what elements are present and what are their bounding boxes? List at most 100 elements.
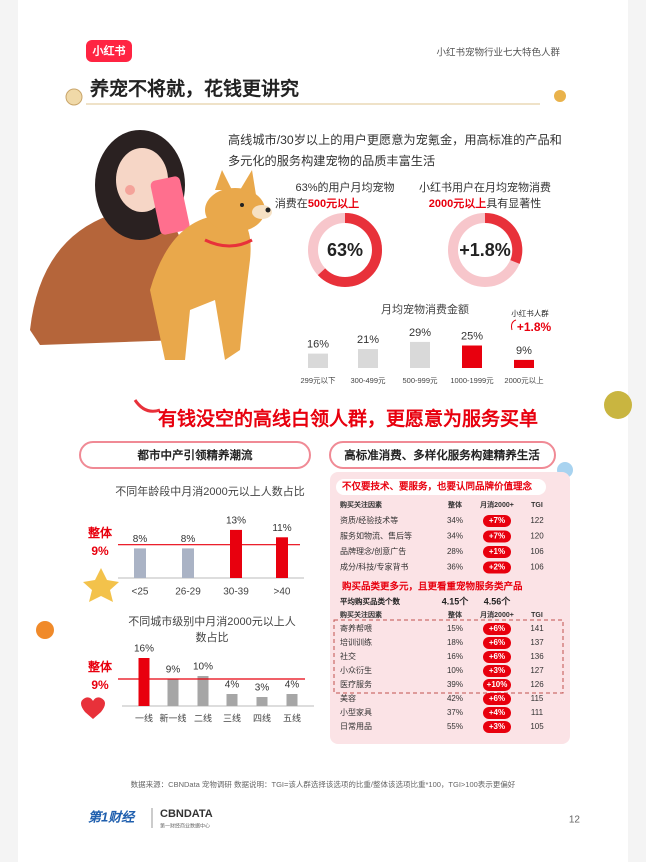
footer-logo: CBNDATA bbox=[160, 808, 213, 820]
delta-pill bbox=[483, 515, 511, 527]
delta-pill bbox=[483, 561, 511, 574]
table-cell: +10% bbox=[487, 680, 508, 689]
donut-arc bbox=[308, 213, 382, 287]
table-cell: 106 bbox=[530, 563, 544, 572]
highlight-box bbox=[333, 619, 564, 694]
table-cell: 34% bbox=[447, 532, 463, 541]
table-summary: 平均购买品类个数 bbox=[340, 596, 400, 606]
chart-title: 月均宠物消费金额 bbox=[381, 302, 469, 316]
logo-badge bbox=[86, 40, 132, 62]
stat-label: +1.8% bbox=[459, 240, 511, 260]
column-header: 购买关注因素 bbox=[340, 500, 382, 509]
table-cell: 培训训练 bbox=[340, 637, 372, 647]
table-cell: 28% bbox=[447, 547, 463, 556]
table-cell: 141 bbox=[530, 624, 544, 633]
delta-pill bbox=[483, 530, 511, 543]
delta-pill bbox=[483, 721, 511, 733]
table-cell: +4% bbox=[489, 708, 505, 717]
column-header: 整体 bbox=[447, 610, 463, 619]
column-header: 月消2000+ bbox=[479, 610, 514, 619]
category-label: 300-499元 bbox=[350, 376, 386, 385]
column-header: 整体 bbox=[447, 500, 463, 509]
value-label: 4% bbox=[285, 680, 300, 691]
logo: 小红书 bbox=[92, 43, 126, 57]
tab bbox=[329, 441, 556, 469]
yarn-ball bbox=[65, 88, 83, 106]
stat-text-part: 具有显著性 bbox=[486, 196, 541, 210]
reference-label: 整体 bbox=[87, 525, 113, 540]
footer-logo-sub: 第一财经商业数据中心 bbox=[160, 822, 210, 829]
stat-text: 63%的用户月均宠物 bbox=[295, 180, 394, 194]
table-cell: 18% bbox=[447, 638, 463, 647]
table-cell: +6% bbox=[489, 652, 505, 661]
table-cell: 34% bbox=[447, 516, 463, 525]
value-label: 9% bbox=[516, 345, 532, 357]
table-cell: 127 bbox=[530, 666, 544, 675]
delta-pill bbox=[483, 679, 511, 691]
ball bbox=[604, 391, 632, 419]
value-label: 13% bbox=[226, 516, 246, 527]
flower bbox=[36, 621, 54, 639]
delta-pill bbox=[483, 693, 511, 705]
intro: 高线城市/30岁以上的用户更愿意为宠氪金，用高标准的产品和多元化的服务构建宠物的… bbox=[228, 133, 562, 168]
intro-box: 高线城市/30岁以上的用户更愿意为宠氪金，用高标准的产品和多元化的服务构建宠物的… bbox=[228, 133, 562, 168]
table-cell: 126 bbox=[530, 680, 544, 689]
table-cell: +1% bbox=[489, 547, 505, 556]
value-label: 11% bbox=[272, 523, 291, 534]
table-cell: 10% bbox=[447, 666, 463, 675]
annotation-bracket bbox=[511, 319, 517, 331]
table-cell: 资质/经验技术等 bbox=[340, 515, 398, 525]
illustration bbox=[30, 130, 272, 360]
bar bbox=[308, 353, 328, 368]
category-label: <25 bbox=[132, 587, 149, 598]
bar bbox=[276, 537, 288, 578]
table-cell: 136 bbox=[530, 652, 544, 661]
category-label: 新一线 bbox=[159, 712, 186, 723]
table-cell: 115 bbox=[531, 694, 544, 703]
column-header: TGI bbox=[531, 502, 543, 509]
table-cell: +6% bbox=[489, 624, 505, 633]
value-label: 29% bbox=[409, 327, 431, 339]
bar bbox=[286, 694, 298, 706]
bar bbox=[134, 548, 146, 578]
stat-text: 2000元以上具有显著性 bbox=[429, 196, 541, 210]
stat-text: 消费在500元以上 bbox=[275, 196, 359, 210]
table-cell: +7% bbox=[489, 516, 505, 525]
ring-accent bbox=[484, 212, 523, 264]
bar bbox=[230, 529, 242, 578]
category-label: 2000元以上 bbox=[504, 376, 544, 385]
table-cell: 120 bbox=[530, 532, 544, 541]
tab-label: 高标准消费、多样化服务构建精养生活 bbox=[344, 448, 540, 462]
category-label: 四线 bbox=[253, 712, 271, 723]
table-heading-bg bbox=[336, 479, 546, 495]
stat-highlight: 2000元以上 bbox=[429, 196, 486, 210]
column-header: TGI bbox=[531, 612, 543, 619]
chart-title: 不同城市级别中月消2000元以上人数占比 bbox=[128, 616, 296, 644]
star bbox=[83, 568, 119, 602]
bar bbox=[138, 658, 150, 706]
table-cell: +3% bbox=[489, 722, 505, 731]
table-cell: 37% bbox=[447, 708, 463, 717]
delta-pill bbox=[483, 707, 511, 719]
bar bbox=[167, 679, 179, 706]
chart-title: 不同年龄段中月消2000元以上人数占比 bbox=[115, 484, 304, 498]
table-cell: 服务如物流、售后等 bbox=[340, 531, 412, 541]
value-label: 16% bbox=[134, 644, 154, 655]
table-cell: 122 bbox=[530, 516, 544, 525]
column-header: 月消2000+ bbox=[479, 500, 514, 509]
delta-pill bbox=[483, 546, 511, 558]
table-cell: 成分/科技/专家背书 bbox=[340, 562, 408, 572]
bar bbox=[256, 697, 268, 706]
tab-label: 都市中产引领精养潮流 bbox=[137, 448, 253, 462]
annotation: 小红书人群 bbox=[511, 308, 549, 318]
column-header: 购买关注因素 bbox=[340, 610, 382, 619]
table-cell: +7% bbox=[489, 532, 505, 541]
value-label: 4% bbox=[225, 680, 240, 691]
category-label: 1000-1999元 bbox=[450, 376, 494, 385]
table-cell: 美容 bbox=[340, 693, 356, 703]
table-cell: 社交 bbox=[340, 651, 356, 661]
table-cell: 39% bbox=[447, 680, 463, 689]
table-cell: 医疗服务 bbox=[340, 679, 372, 689]
stat-text: 小红书用户在月均宠物消费 bbox=[419, 180, 551, 194]
table-summary: 4.56个 bbox=[484, 595, 512, 606]
